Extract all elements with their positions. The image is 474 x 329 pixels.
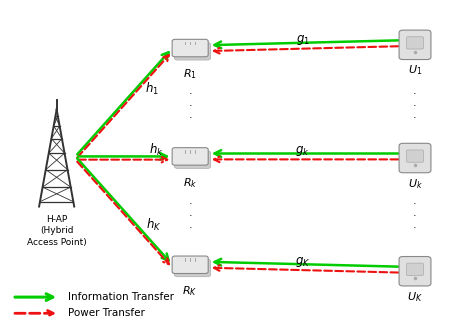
FancyBboxPatch shape: [174, 151, 210, 168]
Text: $g_k$: $g_k$: [295, 144, 310, 158]
Text: $h_k$: $h_k$: [149, 142, 164, 158]
FancyBboxPatch shape: [172, 256, 208, 273]
Text: .
.
.: . . .: [188, 87, 192, 120]
FancyBboxPatch shape: [172, 39, 208, 57]
FancyBboxPatch shape: [172, 148, 208, 165]
Text: $R_k$: $R_k$: [183, 176, 197, 190]
Text: $g_1$: $g_1$: [296, 33, 310, 47]
Text: .
.
.: . . .: [413, 87, 417, 120]
FancyBboxPatch shape: [407, 150, 423, 162]
Text: .
.
.: . . .: [413, 196, 417, 230]
FancyBboxPatch shape: [399, 30, 431, 60]
FancyBboxPatch shape: [407, 37, 423, 49]
FancyBboxPatch shape: [174, 259, 210, 277]
Text: $h_1$: $h_1$: [145, 81, 158, 97]
Text: Power Transfer: Power Transfer: [68, 308, 145, 318]
Text: $U_1$: $U_1$: [408, 63, 422, 77]
FancyBboxPatch shape: [407, 263, 423, 275]
Text: .
.
.: . . .: [188, 196, 192, 230]
Text: $g_K$: $g_K$: [295, 255, 310, 269]
Text: $h_K$: $h_K$: [146, 217, 162, 233]
FancyBboxPatch shape: [174, 42, 210, 60]
Text: H-AP
(Hybrid
Access Point): H-AP (Hybrid Access Point): [27, 215, 87, 247]
Text: $U_k$: $U_k$: [408, 177, 422, 190]
Text: $U_K$: $U_K$: [407, 290, 423, 304]
FancyBboxPatch shape: [399, 143, 431, 173]
FancyBboxPatch shape: [399, 257, 431, 286]
Text: Information Transfer: Information Transfer: [68, 292, 174, 302]
Text: $R_1$: $R_1$: [183, 67, 197, 81]
Text: $R_K$: $R_K$: [182, 284, 198, 298]
